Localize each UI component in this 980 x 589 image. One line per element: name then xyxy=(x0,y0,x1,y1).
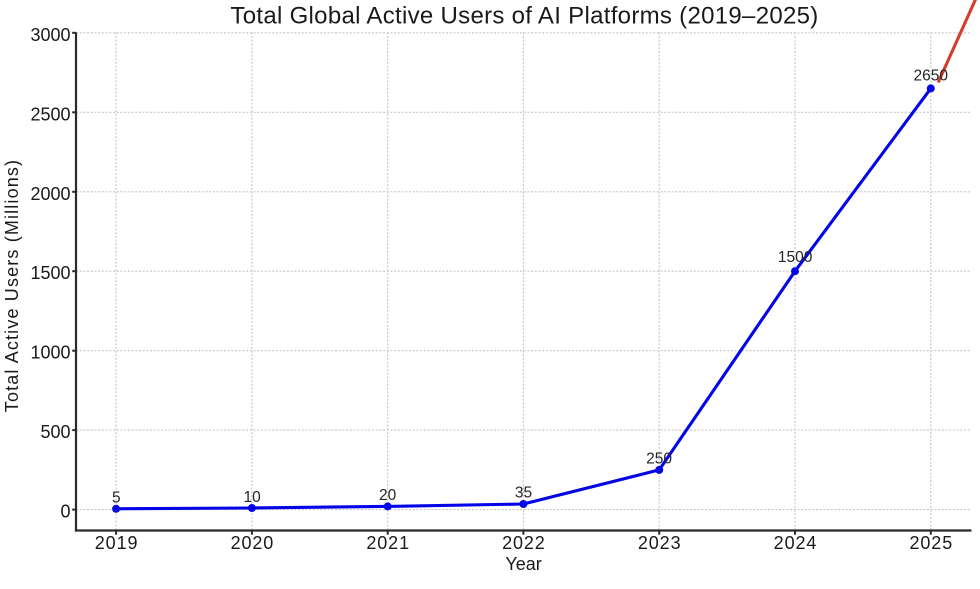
svg-text:2023: 2023 xyxy=(638,533,682,553)
svg-text:5: 5 xyxy=(112,490,121,507)
svg-text:Total Global Active Users of A: Total Global Active Users of AI Platform… xyxy=(230,2,818,29)
svg-text:2024: 2024 xyxy=(774,533,818,553)
svg-text:250: 250 xyxy=(646,451,672,468)
svg-text:20: 20 xyxy=(379,487,397,504)
svg-text:10: 10 xyxy=(243,489,261,506)
svg-text:1000: 1000 xyxy=(30,343,70,363)
svg-text:2500: 2500 xyxy=(30,104,70,124)
svg-text:3000: 3000 xyxy=(30,25,70,45)
svg-text:1500: 1500 xyxy=(778,249,813,266)
svg-text:35: 35 xyxy=(515,485,532,502)
svg-text:2650: 2650 xyxy=(913,67,948,84)
svg-text:2019: 2019 xyxy=(95,533,139,553)
svg-text:Year: Year xyxy=(505,554,541,574)
svg-text:2022: 2022 xyxy=(502,533,546,553)
svg-text:1500: 1500 xyxy=(30,263,70,283)
svg-text:2021: 2021 xyxy=(366,533,410,553)
svg-text:500: 500 xyxy=(40,422,70,442)
svg-text:2020: 2020 xyxy=(231,533,275,553)
svg-text:0: 0 xyxy=(60,502,70,522)
svg-text:Total Active Users (Millions): Total Active Users (Millions) xyxy=(2,159,22,412)
svg-text:2000: 2000 xyxy=(30,184,70,204)
svg-text:2025: 2025 xyxy=(909,533,953,553)
